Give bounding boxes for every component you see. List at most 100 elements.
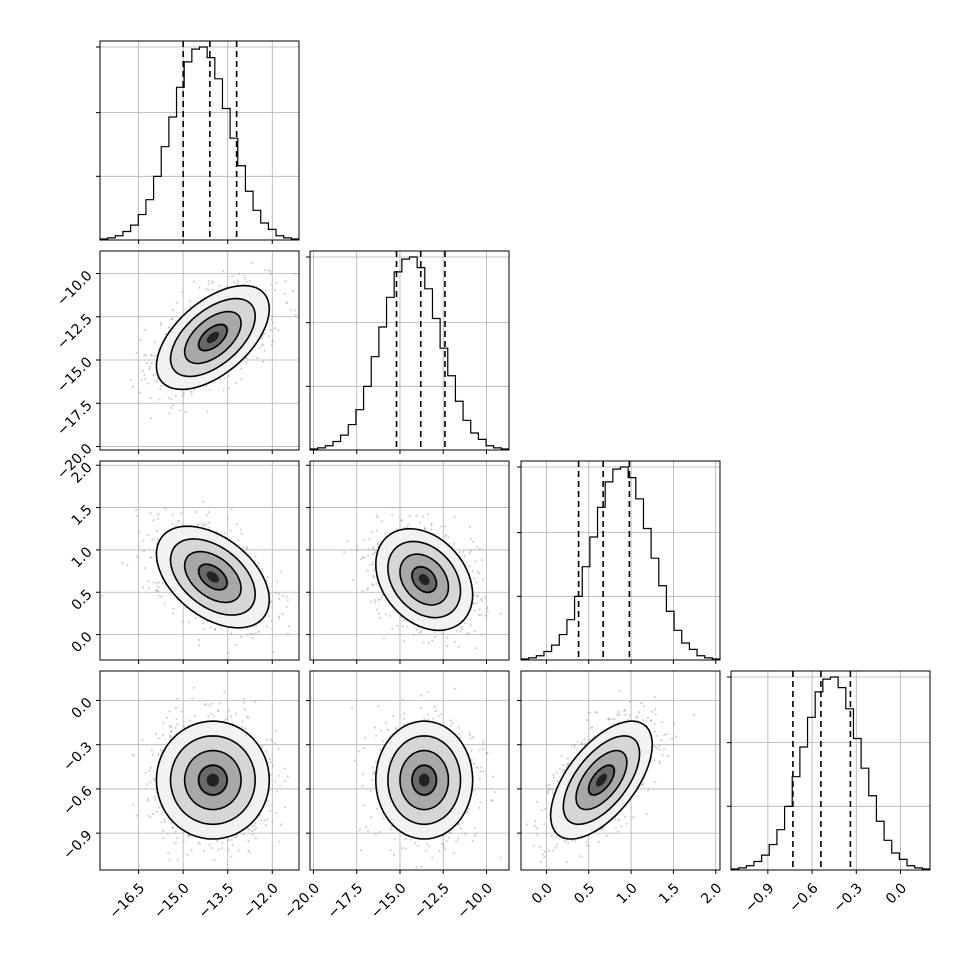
scatter-point (353, 759, 356, 762)
scatter-point (208, 526, 211, 529)
scatter-point (247, 840, 250, 843)
scatter-point (208, 704, 211, 707)
scatter-point (362, 539, 365, 542)
scatter-point (367, 548, 370, 551)
scatter-point (419, 630, 423, 633)
scatter-point (273, 327, 276, 330)
scatter-point (187, 834, 190, 837)
scatter-point (405, 526, 409, 529)
density-contour (155, 525, 271, 629)
scatter-point (217, 848, 220, 851)
histogram-step (521, 466, 720, 660)
scatter-point (245, 547, 248, 551)
scatter-point (384, 532, 387, 535)
scatter-point (156, 378, 159, 382)
scatter-point (284, 280, 287, 283)
scatter-point (366, 588, 369, 592)
scatter-point (269, 273, 273, 276)
scatter-point (149, 396, 152, 400)
scatter-point (441, 632, 444, 635)
scatter-point (155, 810, 158, 814)
scatter-point (243, 697, 246, 701)
scatter-point (146, 382, 149, 385)
density-contour (198, 764, 228, 796)
scatter-point (229, 529, 232, 532)
scatter-point (157, 581, 161, 584)
scatter-point (141, 586, 145, 589)
scatter-point (241, 547, 245, 550)
scatter-point (132, 754, 135, 757)
scatter-point (271, 321, 275, 324)
scatter-point (374, 598, 377, 602)
scatter-point (167, 326, 171, 329)
scatter-point (164, 508, 167, 511)
scatter-point (463, 555, 466, 558)
scatter-point (143, 328, 146, 331)
scatter-point (207, 279, 211, 282)
scatter-point (443, 525, 446, 528)
scatter-point (181, 291, 184, 294)
panel-frame (99, 670, 300, 871)
scatter-point (153, 798, 157, 802)
scatter-point (235, 381, 238, 385)
scatter-point (192, 280, 196, 283)
scatter-point (222, 270, 225, 273)
scatter-point (352, 578, 355, 582)
scatter-point (478, 547, 482, 550)
scatter-point (271, 339, 275, 343)
scatter-point (208, 289, 211, 292)
scatter-point (406, 625, 409, 628)
scatter-point (470, 624, 473, 627)
scatter-point (163, 820, 167, 824)
scatter-point (213, 714, 216, 717)
scatter-point (193, 686, 196, 689)
scatter-point (394, 726, 397, 730)
scatter-point (171, 513, 174, 516)
scatter-point (444, 533, 447, 536)
scatter-point (447, 536, 450, 539)
scatter-point (180, 710, 183, 713)
scatter-point (153, 341, 156, 344)
scatter-point (231, 722, 234, 725)
scatter-point (131, 753, 134, 756)
scatter-point (382, 637, 386, 640)
scatter-point (482, 770, 485, 773)
scatter-point (164, 333, 167, 336)
scatter-point (266, 625, 269, 628)
scatter-point (168, 725, 172, 728)
panel-frame (520, 460, 721, 661)
scatter-point (139, 338, 142, 342)
density-contour (169, 297, 257, 378)
scatter-point (361, 555, 364, 559)
scatter-point (241, 725, 244, 729)
scatter-point (270, 600, 273, 603)
scatter-point (137, 531, 140, 534)
scatter-point (286, 632, 289, 635)
scatter-point (514, 639, 516, 641)
scatter-point (222, 389, 225, 392)
scatter-point (152, 795, 156, 798)
scatter-point (370, 600, 373, 603)
scatter-point (160, 595, 163, 598)
scatter-point (368, 538, 371, 541)
scatter-point (269, 329, 272, 332)
scatter-point (149, 766, 152, 769)
scatter-point (393, 838, 396, 841)
scatter-point (473, 609, 476, 612)
scatter-point (143, 373, 146, 376)
scatter-point (126, 564, 129, 567)
scatter-point (468, 619, 472, 622)
scatter-point (430, 524, 433, 527)
scatter-point (468, 552, 471, 555)
scatter-point (444, 535, 447, 538)
scatter-point (223, 532, 226, 535)
scatter-point (445, 839, 448, 842)
scatter-point (148, 367, 151, 371)
scatter-point (207, 521, 211, 524)
scatter-point (143, 354, 146, 357)
scatter-point (263, 349, 266, 352)
scatter-point (448, 542, 451, 545)
scatter-point (162, 722, 165, 725)
scatter-point (172, 612, 175, 615)
